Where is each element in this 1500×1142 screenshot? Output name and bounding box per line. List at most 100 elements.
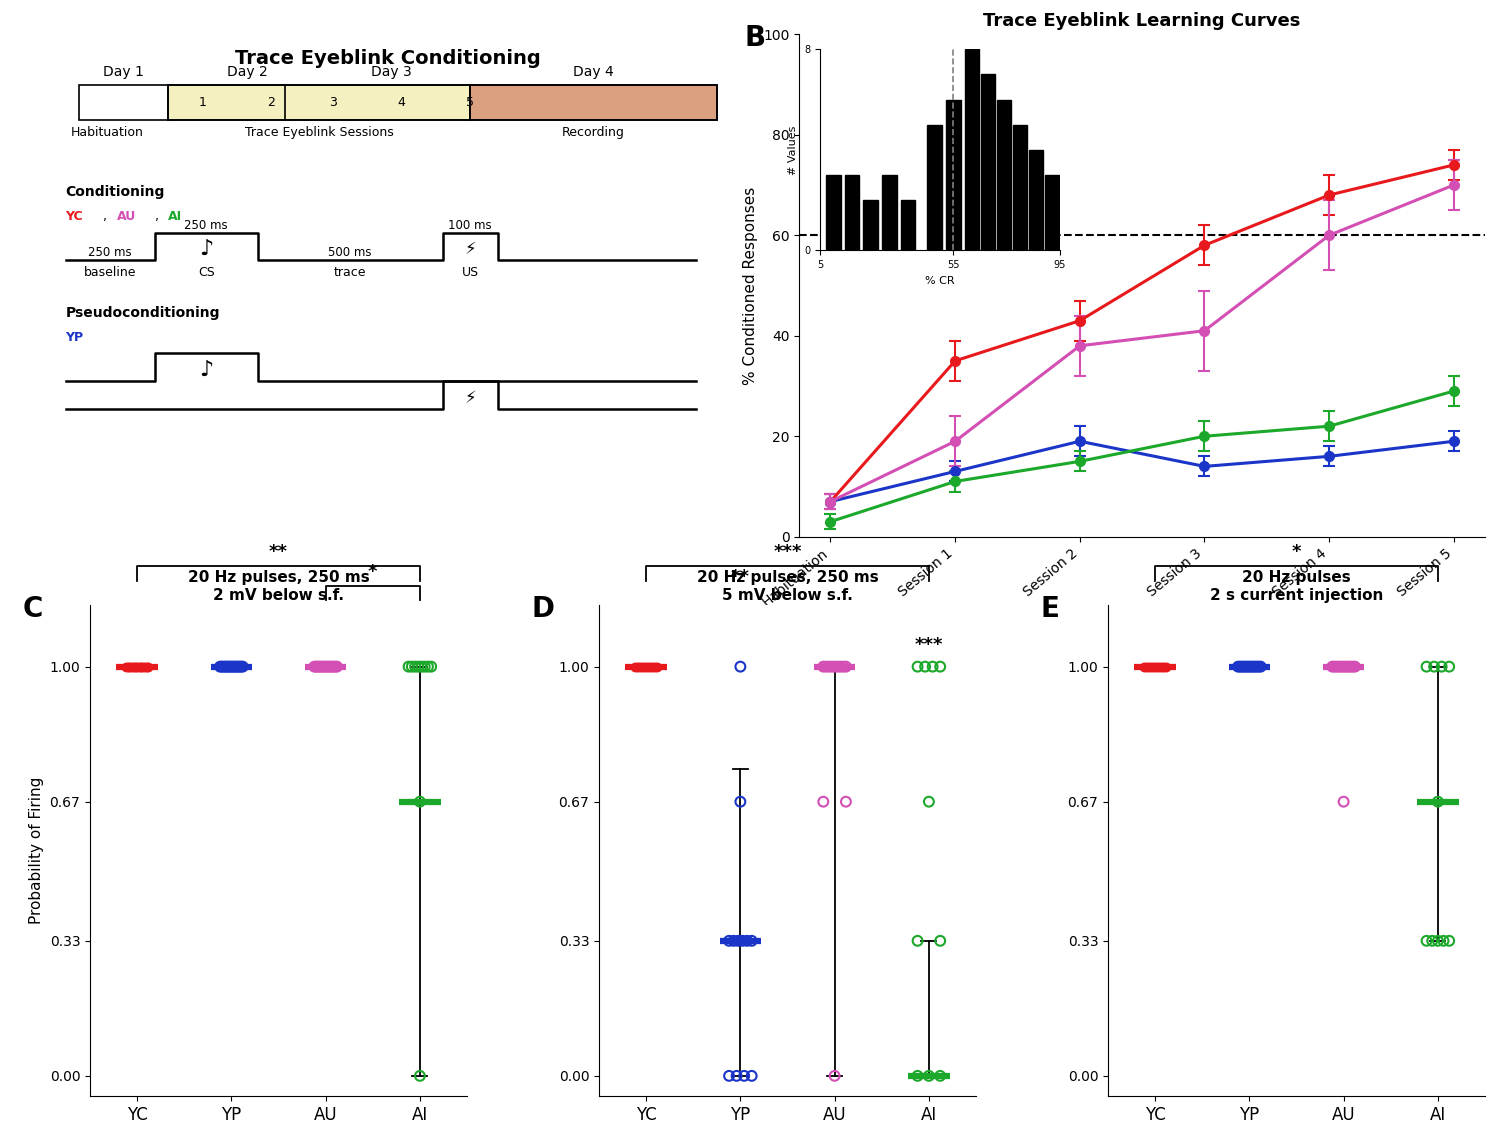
Point [906,1067,930,1085]
Point [1146,658,1170,676]
Point [628,658,652,676]
Point [825,658,849,676]
Text: **: ** [730,568,750,586]
Point [114,658,138,676]
Point [812,658,836,676]
Text: 250 ms: 250 ms [184,219,228,232]
Point [1228,658,1252,676]
Point [1230,658,1254,676]
Point [916,1067,940,1085]
Point [136,658,160,676]
Point [717,1067,741,1085]
Point [308,658,332,676]
Point [1148,658,1172,676]
Text: CS: CS [198,266,214,280]
Point [632,658,656,676]
Point [717,932,741,950]
Point [134,658,158,676]
Point [1341,658,1365,676]
Point [834,658,858,676]
Text: 3: 3 [328,96,338,108]
Point [410,658,434,676]
Point [406,658,430,676]
Point [906,658,930,676]
Point [812,793,836,811]
Point [1324,658,1348,676]
Point [135,658,159,676]
Point [622,658,646,676]
Point [230,658,254,676]
Point [1338,658,1362,676]
Point [1414,932,1438,950]
Point [732,1067,756,1085]
Text: *: * [1292,544,1300,561]
Point [213,658,237,676]
Point [129,658,153,676]
Text: AU: AU [117,210,136,223]
Title: 20 Hz pulses
2 s current injection: 20 Hz pulses 2 s current injection [1210,570,1383,603]
Y-axis label: % Conditioned Responses: % Conditioned Responses [742,186,758,385]
Point [400,658,424,676]
Point [310,658,334,676]
Text: Conditioning: Conditioning [66,185,165,199]
Point [396,658,420,676]
Text: D: D [531,595,554,624]
Point [1155,658,1179,676]
Point [413,658,436,676]
Point [633,658,657,676]
Point [231,658,255,676]
Point [315,658,339,676]
Point [1329,658,1353,676]
Point [928,1067,952,1085]
Point [818,658,842,676]
Text: Day 1: Day 1 [104,65,144,80]
Text: B: B [744,24,765,53]
Point [224,658,248,676]
Point [416,658,440,676]
Text: Habituation: Habituation [70,126,142,138]
Y-axis label: Probability of Firing: Probability of Firing [28,777,44,925]
Point [1240,658,1264,676]
Point [210,658,234,676]
Text: ♪: ♪ [200,240,213,259]
Point [209,658,232,676]
Point [1226,658,1250,676]
Point [1245,658,1269,676]
Point [306,658,330,676]
Point [1332,658,1356,676]
Point [1426,932,1450,950]
Point [834,793,858,811]
Point [116,658,140,676]
Point [822,658,846,676]
Point [322,658,346,676]
Point [309,658,333,676]
Point [645,658,669,676]
Text: ***: *** [774,544,802,561]
Text: ,: , [154,210,159,223]
Point [316,658,340,676]
Point [1134,658,1158,676]
Text: ⚡: ⚡ [465,240,476,258]
Bar [470,85,717,120]
Point [1320,658,1344,676]
Point [1150,658,1174,676]
Point [1132,658,1156,676]
Bar [168,85,470,120]
Text: Recording: Recording [562,126,626,138]
Point [1431,932,1455,950]
Text: ♪: ♪ [200,360,213,380]
Point [320,658,344,676]
Point [740,1067,764,1085]
Point [117,658,141,676]
Point [408,793,432,811]
Bar [80,85,717,120]
Text: Day 3: Day 3 [370,65,411,80]
Text: C: C [22,595,42,624]
Text: Trace Eyeblink Sessions: Trace Eyeblink Sessions [244,126,393,138]
Text: Day 4: Day 4 [573,65,614,80]
Text: 100 ms: 100 ms [448,219,492,232]
Point [226,658,251,676]
Text: 2: 2 [267,96,274,108]
Point [1332,793,1356,811]
Point [1246,658,1270,676]
